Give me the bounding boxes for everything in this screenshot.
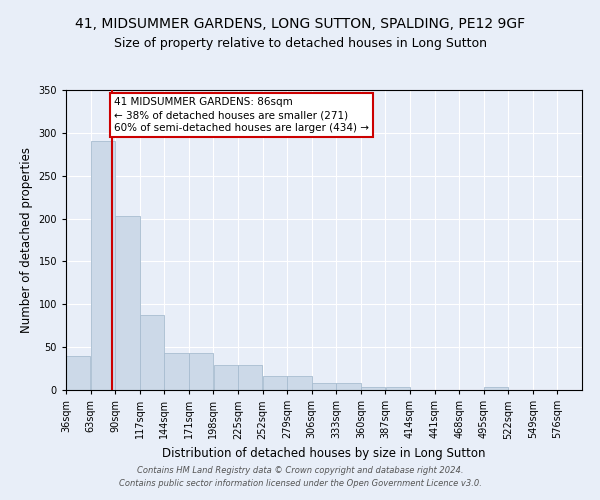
Y-axis label: Number of detached properties: Number of detached properties — [20, 147, 33, 333]
Bar — [189, 353, 214, 390]
Bar — [140, 314, 164, 390]
Text: 41, MIDSUMMER GARDENS, LONG SUTTON, SPALDING, PE12 9GF: 41, MIDSUMMER GARDENS, LONG SUTTON, SPAL… — [75, 18, 525, 32]
Text: Contains HM Land Registry data © Crown copyright and database right 2024.
Contai: Contains HM Land Registry data © Crown c… — [119, 466, 481, 487]
Bar — [312, 383, 336, 390]
Bar — [214, 365, 238, 390]
Bar — [164, 353, 189, 390]
Bar — [361, 386, 385, 390]
Bar — [66, 356, 91, 390]
Text: Size of property relative to detached houses in Long Sutton: Size of property relative to detached ho… — [113, 38, 487, 51]
Bar — [287, 376, 311, 390]
Bar — [263, 376, 287, 390]
Bar — [115, 216, 140, 390]
Bar — [337, 383, 361, 390]
Bar — [386, 386, 410, 390]
X-axis label: Distribution of detached houses by size in Long Sutton: Distribution of detached houses by size … — [162, 447, 486, 460]
Text: 41 MIDSUMMER GARDENS: 86sqm
← 38% of detached houses are smaller (271)
60% of se: 41 MIDSUMMER GARDENS: 86sqm ← 38% of det… — [114, 97, 369, 134]
Bar — [91, 142, 115, 390]
Bar — [238, 365, 262, 390]
Bar — [484, 388, 508, 390]
